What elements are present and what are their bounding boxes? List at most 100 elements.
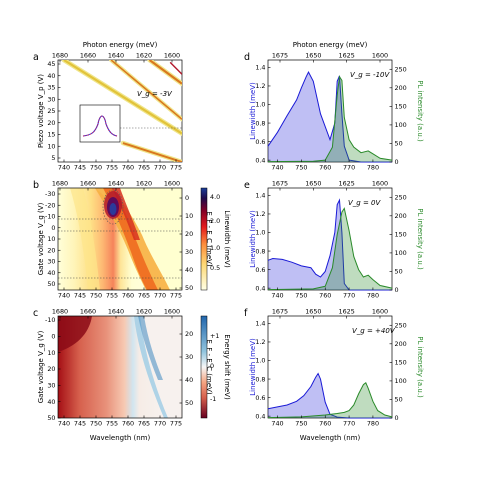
panel-e-xtick: 770 [343, 292, 355, 300]
panel-b-top-tick: 1620 [136, 180, 152, 188]
panel-b-xtick: 775 [170, 292, 182, 300]
panel-c-ytick: -10 [45, 316, 55, 324]
panel-f-annotation: V_g = +40V [352, 327, 396, 335]
panel-a-ytick: 45 [47, 60, 55, 68]
panel-e: V_g = 0V 1.4 1.2 1.0 0.8 0.6 0.4 250 200 150 100 5… [249, 180, 424, 300]
panel-c-xtick: 770 [154, 420, 166, 428]
panel-d-y2tick: 250 [395, 65, 407, 73]
panel-f-y2tick: 200 [395, 340, 407, 348]
panel-a-mode-line [169, 61, 182, 75]
panel-a-top-tick: 1640 [108, 52, 124, 60]
panel-d-xtick: 750 [295, 164, 307, 172]
panel-b-right-tick: 0 [185, 194, 189, 202]
panel-c-right-tick: 20 [185, 330, 193, 338]
panel-label-e: e [244, 180, 250, 191]
panel-b-ytick: 40 [47, 269, 55, 277]
panel-f-xlabel: Wavelength (nm) [300, 434, 361, 442]
panel-c-colorbar-tick: -1 [210, 395, 216, 403]
panel-f-ylabel2: PL intensity (a.u.) [416, 336, 424, 398]
panel-b-colorbar-tick: 4.0 [210, 193, 220, 201]
panel-b-colorbar-tick: 0.5 [210, 264, 220, 272]
panel-c-frame [57, 315, 183, 419]
panel-c-ytick: 30 [47, 382, 55, 390]
panel-a-top-axis-label: Photon energy (meV) [83, 41, 158, 49]
panel-d-y2tick: 200 [395, 84, 407, 92]
panel-b-xtick: 770 [154, 292, 166, 300]
panel-a-top-tick: 1620 [136, 52, 152, 60]
panel-d-pl-line [267, 75, 393, 163]
panel-e-ylabel2: PL intensity (a.u.) [416, 208, 424, 270]
panel-b-xtick: 740 [58, 292, 70, 300]
panel-e-top-tick: 1675 [272, 180, 288, 188]
panel-a-inset [79, 104, 121, 143]
panel-a-xtick: 745 [74, 164, 86, 172]
panel-d-ytick: 0.6 [255, 138, 265, 146]
panel-e-ytick: 0.8 [255, 247, 265, 255]
panel-b-colorbar-tick: 2.0 [210, 217, 220, 225]
panel-c-ytick: 10 [47, 349, 55, 357]
panel-e-top-tick: 1600 [372, 180, 388, 188]
panel-b-ytick: 50 [47, 280, 55, 288]
panel-f-top-tick: 1650 [305, 308, 321, 316]
panel-b-ytick: -20 [45, 201, 55, 209]
panel-e-xtick: 750 [295, 292, 307, 300]
panel-d-annotation: V_g = -10V [350, 71, 390, 79]
panel-e-ytick: 0.6 [255, 266, 265, 274]
panel-f-top-tick: 1675 [272, 308, 288, 316]
panel-b-ytick: -30 [45, 190, 55, 198]
panel-c-colorbar-tick: 0 [210, 362, 214, 370]
panel-b-xtick: 750 [90, 292, 102, 300]
panel-f-y2tick: 100 [395, 377, 407, 385]
panel-label-a: a [33, 52, 39, 63]
panel-d-y2tick: 100 [395, 121, 407, 129]
panel-f-top-tick: 1625 [339, 308, 355, 316]
panel-e-ylabel: Linewidth (meV) [249, 210, 257, 268]
panel-e-ytick: 1.4 [255, 192, 265, 200]
panel-e-ytick: 1.0 [255, 229, 265, 237]
panel-f-linewidth-line [267, 372, 392, 419]
panel-c-xtick: 750 [90, 420, 102, 428]
panel-c-top-tick: 1640 [108, 308, 124, 316]
panel-label-c: c [33, 308, 38, 319]
panel-c-xtick: 755 [106, 420, 118, 428]
panel-a-mode-line [110, 60, 182, 120]
panel-a-xtick: 750 [90, 164, 102, 172]
panel-b-xtick: 765 [138, 292, 150, 300]
panel-a-annotation: V_g = -3V [137, 90, 173, 98]
panel-a-series [61, 60, 182, 162]
panel-e-y2tick: 0 [395, 286, 399, 294]
panel-f-pl-area [268, 382, 392, 418]
panel-d-ylabel: Linewidth (meV) [249, 82, 257, 140]
panel-c-right-tick: 40 [185, 376, 193, 384]
panel-b-top-tick: 1680 [52, 180, 68, 188]
panel-c-xtick: 765 [138, 420, 150, 428]
panel-c-xtick: 740 [58, 420, 70, 428]
panel-c-right-tick: 50 [185, 399, 193, 407]
panel-a-top-tick: 1680 [52, 52, 68, 60]
panel-c-xtick: 745 [74, 420, 86, 428]
panel-f-xtick: 760 [319, 420, 331, 428]
panel-a-top-tick: 1600 [164, 52, 180, 60]
panel-e-y2tick: 250 [395, 193, 407, 201]
panel-a-mode-line [122, 142, 182, 162]
panel-f-ticks: 1.4 1.2 1.0 0.8 0.6 0.4 250 200 150 100 50 0 740 750 7… [255, 308, 406, 428]
panel-c-top-tick: 1680 [52, 308, 68, 316]
panel-c-top-tick: 1660 [80, 308, 96, 316]
panel-b-xtick: 745 [74, 292, 86, 300]
panel-d-ticks: 1.4 1.2 1.0 0.8 0.6 0.4 250 200 150 100 50 0 740 750 7… [255, 52, 406, 172]
panel-c-right-label: E_F - E_C (meV) [205, 339, 213, 395]
panel-a-xtick: 765 [138, 164, 150, 172]
panel-f-xtick: 750 [295, 420, 307, 428]
panel-f-y2tick: 50 [395, 396, 403, 404]
panel-f-top-tick: 1600 [372, 308, 388, 316]
panel-d-top-tick: 1625 [339, 52, 355, 60]
panel-b-ylabel: Gate voltage V_g (V) [37, 202, 45, 275]
panel-f-pl-line [267, 382, 393, 419]
panel-e-ytick: 0.4 [255, 284, 265, 292]
panel-e-top-tick: 1650 [305, 180, 321, 188]
panel-b-right-tick: 20 [185, 230, 193, 238]
panel-d-top-tick: 1650 [305, 52, 321, 60]
